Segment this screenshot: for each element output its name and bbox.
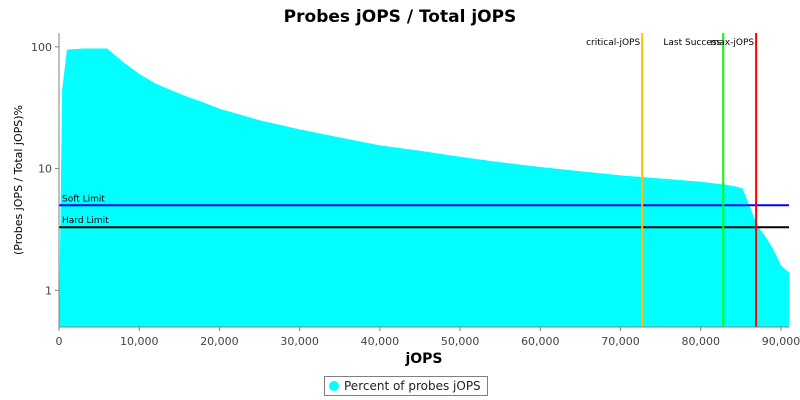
- x-tick-label: 40,000: [361, 335, 400, 348]
- hline-label-soft-limit: Soft Limit: [62, 194, 105, 204]
- x-tick-label: 60,000: [521, 335, 560, 348]
- x-tick-label: 0: [56, 335, 63, 348]
- x-tick-label: 50,000: [441, 335, 480, 348]
- x-tick-label: 10,000: [120, 335, 159, 348]
- y-axis: 1 10 100: [31, 33, 60, 327]
- x-tick-label: 90,000: [762, 335, 800, 348]
- x-axis-label: jOPS: [404, 351, 442, 367]
- x-axis: 0 10,000 20,000 30,000 40,000 50,000 60,000 70,…: [56, 326, 800, 348]
- x-tick-label: 80,000: [682, 335, 721, 348]
- series-area-percent-of-probes-jops: [59, 48, 789, 327]
- legend-swatch: [329, 381, 339, 391]
- y-tick-label: 100: [31, 41, 52, 54]
- x-tick-label: 30,000: [280, 335, 319, 348]
- y-tick-label: 1: [45, 284, 52, 297]
- vline-label-max-jops: max-jOPS: [711, 38, 755, 48]
- x-tick-label: 20,000: [200, 335, 239, 348]
- legend-label: Percent of probes jOPS: [344, 379, 481, 393]
- x-tick-label: 70,000: [601, 335, 640, 348]
- chart-title: Probes jOPS / Total jOPS: [284, 7, 517, 27]
- legend: Percent of probes jOPS: [324, 376, 488, 396]
- vline-label-critical-jops: critical-jOPS: [586, 38, 640, 48]
- y-axis-label: (Probes jOPS / Total jOPS)%: [12, 105, 25, 255]
- vline-label-last-success: Last Success: [663, 38, 721, 48]
- y-tick-label: 10: [38, 163, 52, 176]
- hline-label-hard-limit: Hard Limit: [62, 216, 109, 226]
- plot-area: Soft Limit Hard Limit critical-jOPS Last S…: [31, 33, 800, 348]
